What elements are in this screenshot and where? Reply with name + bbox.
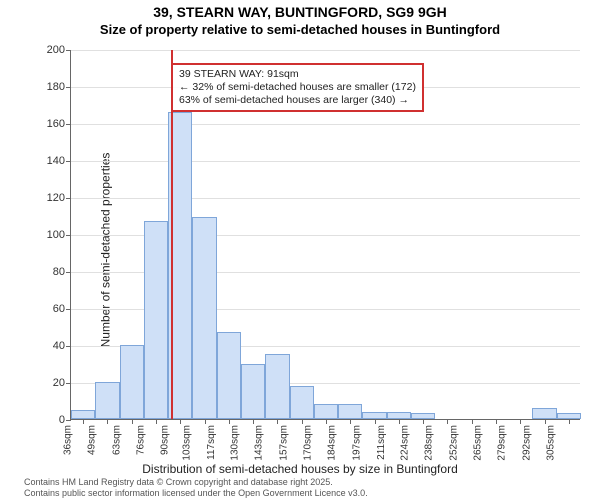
annotation-box: 39 STEARN WAY: 91sqm ← 32% of semi-detac… <box>171 63 424 112</box>
chart-subtitle: Size of property relative to semi-detach… <box>0 22 600 37</box>
ytick-label: 80 <box>53 266 65 278</box>
xtick-mark <box>472 419 473 424</box>
xtick-mark <box>520 419 521 424</box>
xtick-mark <box>302 419 303 424</box>
ytick-label: 40 <box>53 340 65 352</box>
xtick-label: 252sqm <box>448 425 459 461</box>
footer-line2: Contains public sector information licen… <box>24 488 368 498</box>
annotation-line3: 63% of semi-detached houses are larger (… <box>179 94 416 107</box>
xtick-label: 63sqm <box>111 425 122 455</box>
xtick-mark <box>277 419 278 424</box>
xtick-mark <box>447 419 448 424</box>
xtick-label: 143sqm <box>254 425 265 461</box>
histogram-bar <box>95 382 119 419</box>
histogram-bar <box>192 217 216 419</box>
xtick-label: 49sqm <box>87 425 98 455</box>
xtick-mark <box>229 419 230 424</box>
ytick-label: 120 <box>47 192 65 204</box>
ytick-label: 60 <box>53 303 65 315</box>
histogram-bar <box>265 354 289 419</box>
histogram-bar <box>241 364 265 420</box>
xtick-label: 238sqm <box>424 425 435 461</box>
xtick-label: 211sqm <box>376 425 387 460</box>
histogram-bar <box>314 404 338 419</box>
histogram-bar <box>120 345 144 419</box>
plot-area: 02040608010012014016018020036sqm49sqm63s… <box>70 50 580 420</box>
xtick-label: 184sqm <box>327 425 338 461</box>
xtick-label: 197sqm <box>351 425 362 461</box>
xtick-mark <box>326 419 327 424</box>
xtick-label: 224sqm <box>400 425 411 461</box>
ytick-label: 140 <box>47 155 65 167</box>
histogram-bar <box>362 412 386 419</box>
xtick-mark <box>107 419 108 424</box>
xtick-label: 36sqm <box>63 425 74 455</box>
xtick-mark <box>545 419 546 424</box>
xtick-mark <box>156 419 157 424</box>
histogram-bar <box>217 332 241 419</box>
xtick-label: 117sqm <box>206 425 217 460</box>
xtick-label: 130sqm <box>230 425 241 461</box>
histogram-bar <box>532 408 556 419</box>
xtick-mark <box>569 419 570 424</box>
xtick-label: 90sqm <box>160 425 171 455</box>
xtick-label: 76sqm <box>135 425 146 455</box>
xtick-mark <box>205 419 206 424</box>
ytick-label: 20 <box>53 377 65 389</box>
ytick-label: 180 <box>47 81 65 93</box>
ytick-mark <box>66 420 71 421</box>
xtick-mark <box>132 419 133 424</box>
xtick-label: 103sqm <box>181 425 192 461</box>
xtick-label: 292sqm <box>521 425 532 461</box>
xtick-mark <box>423 419 424 424</box>
chart-title: 39, STEARN WAY, BUNTINGFORD, SG9 9GH <box>0 0 600 22</box>
xtick-mark <box>83 419 84 424</box>
x-axis-label: Distribution of semi-detached houses by … <box>0 462 600 476</box>
histogram-bar <box>387 412 411 419</box>
ytick-label: 200 <box>47 44 65 56</box>
xtick-mark <box>180 419 181 424</box>
ytick-label: 160 <box>47 118 65 130</box>
xtick-mark <box>496 419 497 424</box>
histogram-bar <box>338 404 362 419</box>
footer-attribution: Contains HM Land Registry data © Crown c… <box>24 477 368 498</box>
xtick-label: 279sqm <box>497 425 508 461</box>
xtick-label: 265sqm <box>473 425 484 461</box>
xtick-label: 157sqm <box>278 425 289 461</box>
histogram-bar <box>144 221 168 419</box>
annotation-line2: ← 32% of semi-detached houses are smalle… <box>179 81 416 94</box>
footer-line1: Contains HM Land Registry data © Crown c… <box>24 477 368 487</box>
histogram-bar <box>290 386 314 419</box>
chart-container: 39, STEARN WAY, BUNTINGFORD, SG9 9GH Siz… <box>0 0 600 500</box>
annotation-line1: 39 STEARN WAY: 91sqm <box>179 68 416 81</box>
xtick-label: 170sqm <box>303 425 314 461</box>
xtick-mark <box>399 419 400 424</box>
xtick-mark <box>350 419 351 424</box>
ytick-label: 100 <box>47 229 65 241</box>
xtick-mark <box>253 419 254 424</box>
xtick-mark <box>375 419 376 424</box>
xtick-label: 305sqm <box>546 425 557 461</box>
histogram-bar <box>71 410 95 419</box>
